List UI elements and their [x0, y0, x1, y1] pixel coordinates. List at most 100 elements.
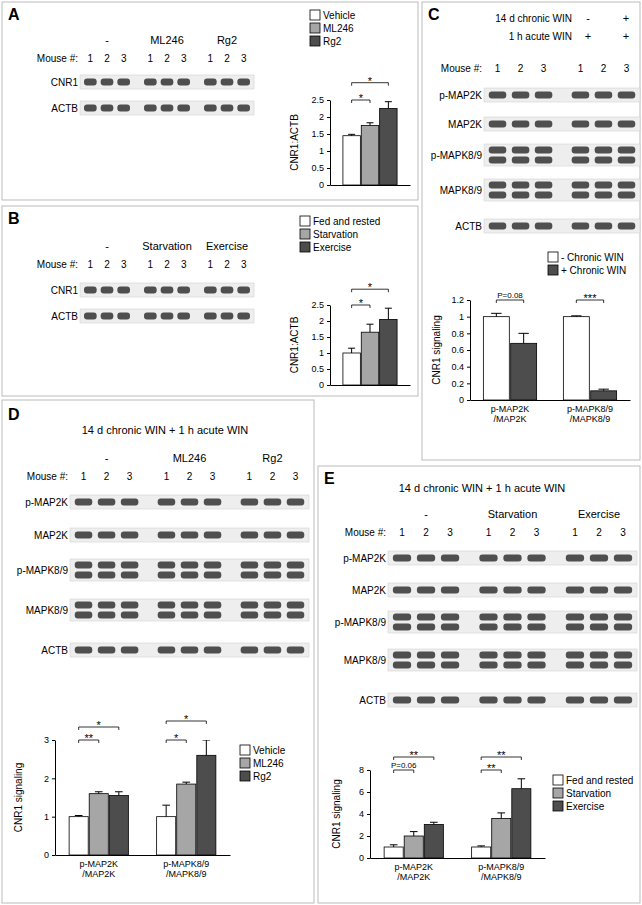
blot-band: [512, 182, 530, 189]
lane-number: 3: [293, 471, 299, 482]
y-tick-label: 2.5: [311, 95, 324, 105]
legend-label: ML246: [323, 23, 354, 34]
blot-band: [204, 532, 222, 539]
blot-band: [618, 223, 636, 230]
blot-strip: [70, 495, 309, 509]
y-tick: 0: [359, 853, 370, 863]
bar: [343, 353, 360, 385]
blot-band: [177, 287, 190, 294]
blot-band: [590, 614, 608, 621]
condition-label: 1 h acute WIN: [509, 31, 572, 42]
y-tick: 0.2: [451, 379, 470, 389]
y-tick-label: 0.5: [311, 163, 324, 173]
lane-number: 3: [241, 259, 247, 270]
legend-swatch: [300, 216, 310, 226]
blot-band: [566, 587, 584, 594]
lane-number: 2: [164, 53, 170, 64]
y-tick-label: 0.2: [451, 379, 464, 389]
blot-band: [264, 602, 282, 609]
lane-number: 1: [164, 471, 170, 482]
error-bar: [162, 805, 170, 817]
lane-number: 3: [241, 53, 247, 64]
blot-band: [489, 147, 507, 154]
error-bar: [367, 123, 374, 126]
lane-number: 3: [447, 527, 453, 538]
blot-band: [417, 555, 435, 562]
blot-band: [181, 499, 199, 506]
row-label: ACTB: [51, 311, 78, 322]
y-tick-label: 1: [319, 146, 324, 156]
x-tick: p-MAPK8/9/MAPK8/9: [163, 859, 209, 879]
blot-band: [121, 602, 139, 609]
blot-band: [287, 612, 305, 619]
blot-band: [161, 313, 174, 320]
blot-band: [614, 662, 632, 669]
panel-title: 14 d chronic WIN + 1 h acute WIN: [399, 482, 566, 494]
x-tick-label: p-MAPK8/9/MAPK8/9: [567, 404, 613, 424]
lane-number: 2: [601, 63, 607, 74]
y-axis-title: CNR1 signaling: [331, 779, 342, 848]
row-label: ACTB: [51, 103, 78, 114]
legend-swatch: [310, 23, 320, 33]
blot-band: [535, 147, 553, 154]
condition-label: 14 d chronic WIN: [495, 13, 572, 24]
legend-swatch: [553, 801, 563, 811]
significance-label: *: [359, 92, 364, 104]
lane-number: 3: [121, 53, 127, 64]
blot-band: [618, 157, 636, 164]
y-tick-label: 0: [44, 850, 49, 860]
bar: [69, 817, 88, 855]
panel-title: 14 d chronic WIN + 1 h acute WIN: [82, 424, 249, 436]
legend-swatch: [310, 36, 320, 46]
y-tick: 0.8: [451, 329, 470, 339]
figure: A-ML246Rg2Mouse #:123123123CNR1ACTB00.51…: [0, 0, 642, 905]
blot-strip: [80, 309, 254, 323]
y-tick-mark: [327, 385, 330, 386]
legend-label: + Chronic WIN: [561, 265, 626, 276]
bar: [384, 847, 403, 858]
y-tick-mark: [367, 858, 370, 859]
y-tick-label: 0: [359, 853, 364, 863]
blot-band: [527, 587, 545, 594]
row-label: MAP2K: [352, 585, 386, 596]
blot-band: [158, 532, 176, 539]
blot-strip: [80, 101, 254, 115]
y-tick-mark: [327, 168, 330, 169]
blot-strip: [70, 528, 309, 542]
lanes-label: Mouse #:: [27, 471, 68, 482]
blot-band: [237, 287, 250, 294]
blot-band: [221, 105, 234, 112]
y-tick: 2: [319, 316, 330, 326]
y-tick: 0.5: [311, 364, 330, 374]
blot-band: [489, 157, 507, 164]
panel-letter: E: [324, 470, 335, 487]
blot-band: [595, 182, 613, 189]
blot-band: [527, 555, 545, 562]
blot-band: [161, 287, 174, 294]
blot-band: [572, 147, 590, 154]
y-axis-title: CNR1 signaling: [13, 763, 24, 832]
x-tick: p-MAP2K/MAP2K: [79, 859, 118, 879]
blot-band: [441, 587, 459, 594]
blot-band: [441, 624, 459, 631]
blot-strip: [388, 649, 637, 671]
blot-band: [117, 105, 130, 112]
panel-letter: B: [8, 210, 20, 227]
blot-band: [393, 555, 411, 562]
significance-bracket: [496, 300, 523, 303]
blot-band: [98, 532, 116, 539]
blot-band: [512, 157, 530, 164]
blot-band: [417, 624, 435, 631]
blot-band: [144, 105, 157, 112]
row-label: p-MAP2K: [439, 90, 482, 101]
y-tick-label: 1.2: [451, 295, 464, 305]
blot-band: [479, 587, 497, 594]
y-tick-mark: [367, 836, 370, 837]
blot-band: [177, 105, 190, 112]
blot-band: [287, 647, 305, 654]
legend-label: Fed and rested: [566, 775, 633, 786]
significance-label: **: [84, 732, 93, 744]
legend-label: Vehicle: [253, 745, 286, 756]
y-tick-mark: [467, 333, 470, 334]
row-label: ACTB: [455, 221, 482, 232]
